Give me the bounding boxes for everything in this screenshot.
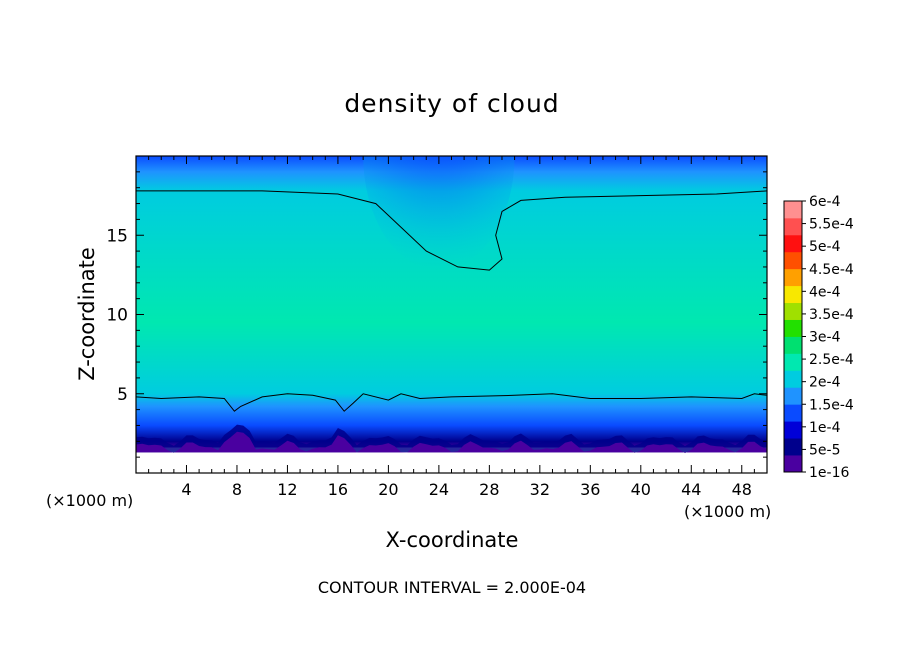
contour-line	[136, 190, 767, 271]
ground-band	[136, 424, 767, 454]
colorbar-label: 4e-4	[809, 284, 841, 300]
x-axis-ticks: 4 8 12 16 20 24 28 32 36 40 44 48	[148, 156, 755, 499]
contour-lines	[136, 190, 767, 412]
x-tick-label: 44	[681, 480, 701, 499]
x-unit-right: (×1000 m)	[684, 502, 771, 521]
colorbar-label: 6e-4	[809, 194, 841, 210]
colorbar-label: 1e-16	[809, 465, 849, 481]
contour-line	[136, 393, 767, 412]
colorbar-label: 5e-4	[809, 239, 841, 255]
y-tick-label: 10	[106, 306, 128, 326]
x-tick-label: 40	[631, 480, 651, 499]
x-tick-label: 20	[378, 480, 398, 499]
colorbar-label: 3.5e-4	[809, 307, 854, 323]
colorbar-label: 1e-4	[809, 420, 841, 436]
colorbar-label: 2e-4	[809, 375, 841, 391]
colorbar-swatch	[784, 404, 802, 422]
colorbar-label: 5.5e-4	[809, 217, 854, 233]
y-tick-label: 5	[117, 385, 128, 405]
colorbar-swatch	[784, 387, 802, 405]
colorbar-swatch	[784, 217, 802, 236]
contour-interval-note: CONTOUR INTERVAL = 2.000E-04	[318, 578, 586, 597]
x-unit-left: (×1000 m)	[46, 491, 133, 510]
x-tick-label: 12	[277, 480, 297, 499]
colorbar-label: 4.5e-4	[809, 262, 854, 278]
colorbar-swatch	[784, 201, 802, 219]
colorbar-swatch	[784, 370, 802, 388]
colorbar-label: 2.5e-4	[809, 352, 854, 368]
colorbar-swatch	[784, 353, 802, 371]
chart-title: density of cloud	[344, 89, 559, 118]
colorbar-swatch	[784, 455, 802, 473]
colorbar-swatch	[784, 336, 802, 354]
x-tick-label: 28	[479, 480, 499, 499]
colorbar-swatch	[784, 438, 802, 456]
colorbar-swatch	[784, 285, 802, 304]
dry-plume	[363, 156, 515, 271]
colorbar-swatch	[784, 421, 802, 439]
colorbar-swatch	[784, 251, 802, 270]
y-tick-label: 15	[106, 226, 128, 246]
colorbar-swatch	[784, 319, 802, 337]
x-tick-label: 16	[328, 480, 348, 499]
x-axis-label: X-coordinate	[386, 528, 519, 552]
colorbar-swatch	[784, 268, 802, 287]
colorbar-swatch	[784, 234, 802, 253]
x-tick-label: 32	[530, 480, 550, 499]
colorbar-label: 1.5e-4	[809, 397, 854, 413]
colorbar-swatch	[784, 302, 802, 320]
x-tick-label: 36	[580, 480, 600, 499]
colorbar-label: 3e-4	[809, 330, 841, 346]
x-tick-label: 4	[181, 480, 191, 499]
colorbar: 6e-4 5.5e-4 5e-4 4.5e-4 4e-4 3.5e-4 3e-4 2.5e-4…	[783, 194, 854, 481]
x-tick-label: 48	[732, 480, 752, 499]
y-axis-label: Z-coordinate	[75, 247, 99, 381]
y-axis-ticks: 5 10 15	[106, 171, 767, 458]
colorbar-label: 5e-5	[809, 442, 840, 458]
x-tick-label: 8	[232, 480, 242, 499]
x-tick-label: 24	[429, 480, 449, 499]
